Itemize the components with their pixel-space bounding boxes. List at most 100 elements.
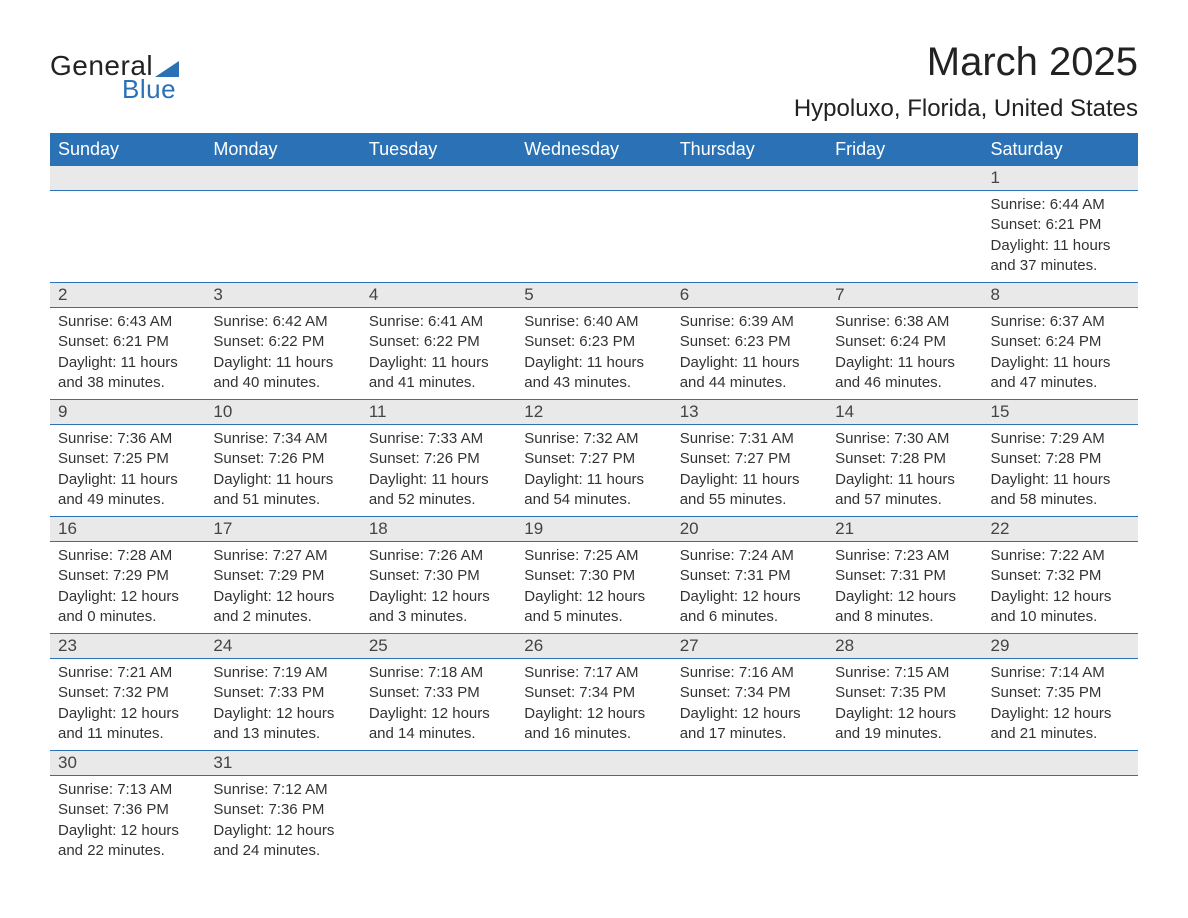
day-detail-cell: Sunrise: 7:15 AMSunset: 7:35 PMDaylight:… — [827, 659, 982, 751]
day-number-cell: 23 — [50, 634, 205, 659]
sunset-text: Sunset: 7:33 PM — [213, 683, 352, 703]
day-number-row: 1 — [50, 166, 1138, 191]
day-detail-cell: Sunrise: 7:33 AMSunset: 7:26 PMDaylight:… — [361, 425, 516, 517]
day-detail-cell: Sunrise: 6:38 AMSunset: 6:24 PMDaylight:… — [827, 308, 982, 400]
sunset-text: Sunset: 7:30 PM — [524, 566, 663, 586]
sunset-text: Sunset: 7:26 PM — [213, 449, 352, 469]
day-number-cell — [672, 166, 827, 191]
sunrise-text: Sunrise: 7:22 AM — [991, 546, 1130, 566]
day-detail-cell: Sunrise: 7:22 AMSunset: 7:32 PMDaylight:… — [983, 542, 1138, 634]
daylight-text-2: and 24 minutes. — [213, 841, 352, 861]
day-number-cell: 10 — [205, 400, 360, 425]
day-detail-cell: Sunrise: 7:12 AMSunset: 7:36 PMDaylight:… — [205, 776, 360, 868]
sunset-text: Sunset: 7:33 PM — [369, 683, 508, 703]
daylight-text-1: Daylight: 11 hours — [835, 470, 974, 490]
weekday-header: Sunday — [50, 133, 205, 166]
day-detail-cell: Sunrise: 7:32 AMSunset: 7:27 PMDaylight:… — [516, 425, 671, 517]
sunrise-text: Sunrise: 7:30 AM — [835, 429, 974, 449]
sunset-text: Sunset: 7:28 PM — [991, 449, 1130, 469]
day-detail-cell — [361, 776, 516, 868]
day-detail-row: Sunrise: 7:36 AMSunset: 7:25 PMDaylight:… — [50, 425, 1138, 517]
day-number-cell: 1 — [983, 166, 1138, 191]
daylight-text-2: and 58 minutes. — [991, 490, 1130, 510]
daylight-text-1: Daylight: 12 hours — [369, 704, 508, 724]
location-subtitle: Hypoluxo, Florida, United States — [794, 95, 1138, 123]
sunset-text: Sunset: 7:31 PM — [835, 566, 974, 586]
sunrise-text: Sunrise: 6:39 AM — [680, 312, 819, 332]
sunrise-text: Sunrise: 7:18 AM — [369, 663, 508, 683]
sunset-text: Sunset: 6:22 PM — [213, 332, 352, 352]
daylight-text-1: Daylight: 11 hours — [58, 353, 197, 373]
day-number-cell: 5 — [516, 283, 671, 308]
day-number-cell — [205, 166, 360, 191]
daylight-text-2: and 0 minutes. — [58, 607, 197, 627]
day-detail-row: Sunrise: 7:13 AMSunset: 7:36 PMDaylight:… — [50, 776, 1138, 868]
daylight-text-2: and 47 minutes. — [991, 373, 1130, 393]
day-number-cell: 3 — [205, 283, 360, 308]
day-number-cell: 15 — [983, 400, 1138, 425]
sunset-text: Sunset: 7:29 PM — [213, 566, 352, 586]
daylight-text-1: Daylight: 11 hours — [680, 353, 819, 373]
daylight-text-1: Daylight: 12 hours — [991, 704, 1130, 724]
daylight-text-2: and 3 minutes. — [369, 607, 508, 627]
sunset-text: Sunset: 7:36 PM — [58, 800, 197, 820]
day-detail-cell: Sunrise: 6:43 AMSunset: 6:21 PMDaylight:… — [50, 308, 205, 400]
day-detail-cell: Sunrise: 7:26 AMSunset: 7:30 PMDaylight:… — [361, 542, 516, 634]
sunrise-text: Sunrise: 7:14 AM — [991, 663, 1130, 683]
sunrise-text: Sunrise: 7:28 AM — [58, 546, 197, 566]
sunset-text: Sunset: 7:34 PM — [524, 683, 663, 703]
sunrise-text: Sunrise: 7:13 AM — [58, 780, 197, 800]
day-detail-cell: Sunrise: 6:44 AMSunset: 6:21 PMDaylight:… — [983, 191, 1138, 283]
sunset-text: Sunset: 7:32 PM — [58, 683, 197, 703]
day-number-cell: 2 — [50, 283, 205, 308]
daylight-text-2: and 21 minutes. — [991, 724, 1130, 744]
day-detail-cell: Sunrise: 6:41 AMSunset: 6:22 PMDaylight:… — [361, 308, 516, 400]
sunset-text: Sunset: 7:36 PM — [213, 800, 352, 820]
sunrise-text: Sunrise: 6:42 AM — [213, 312, 352, 332]
sunset-text: Sunset: 6:21 PM — [58, 332, 197, 352]
weekday-header: Thursday — [672, 133, 827, 166]
day-detail-cell — [361, 191, 516, 283]
day-detail-cell: Sunrise: 7:14 AMSunset: 7:35 PMDaylight:… — [983, 659, 1138, 751]
day-number-cell: 19 — [516, 517, 671, 542]
brand-logo: General Blue — [50, 50, 179, 105]
daylight-text-2: and 13 minutes. — [213, 724, 352, 744]
sunrise-text: Sunrise: 6:40 AM — [524, 312, 663, 332]
day-detail-cell: Sunrise: 7:31 AMSunset: 7:27 PMDaylight:… — [672, 425, 827, 517]
day-detail-cell — [50, 191, 205, 283]
daylight-text-1: Daylight: 12 hours — [58, 587, 197, 607]
day-detail-cell: Sunrise: 7:30 AMSunset: 7:28 PMDaylight:… — [827, 425, 982, 517]
daylight-text-1: Daylight: 11 hours — [991, 236, 1130, 256]
daylight-text-2: and 41 minutes. — [369, 373, 508, 393]
day-number-cell — [983, 751, 1138, 776]
sunset-text: Sunset: 6:23 PM — [524, 332, 663, 352]
daylight-text-2: and 11 minutes. — [58, 724, 197, 744]
sunrise-text: Sunrise: 7:19 AM — [213, 663, 352, 683]
day-number-cell: 28 — [827, 634, 982, 659]
daylight-text-1: Daylight: 11 hours — [524, 470, 663, 490]
daylight-text-2: and 6 minutes. — [680, 607, 819, 627]
day-number-row: 3031 — [50, 751, 1138, 776]
day-number-cell: 31 — [205, 751, 360, 776]
sunset-text: Sunset: 7:32 PM — [991, 566, 1130, 586]
day-detail-cell: Sunrise: 6:42 AMSunset: 6:22 PMDaylight:… — [205, 308, 360, 400]
daylight-text-2: and 51 minutes. — [213, 490, 352, 510]
daylight-text-1: Daylight: 12 hours — [524, 587, 663, 607]
day-detail-cell: Sunrise: 7:23 AMSunset: 7:31 PMDaylight:… — [827, 542, 982, 634]
sunrise-text: Sunrise: 6:41 AM — [369, 312, 508, 332]
day-number-cell: 17 — [205, 517, 360, 542]
day-detail-cell: Sunrise: 7:18 AMSunset: 7:33 PMDaylight:… — [361, 659, 516, 751]
weekday-header: Saturday — [983, 133, 1138, 166]
daylight-text-2: and 17 minutes. — [680, 724, 819, 744]
day-detail-cell: Sunrise: 7:36 AMSunset: 7:25 PMDaylight:… — [50, 425, 205, 517]
day-number-cell: 9 — [50, 400, 205, 425]
day-number-cell: 18 — [361, 517, 516, 542]
sunrise-text: Sunrise: 7:31 AM — [680, 429, 819, 449]
weekday-header: Wednesday — [516, 133, 671, 166]
day-number-cell: 26 — [516, 634, 671, 659]
day-number-cell: 24 — [205, 634, 360, 659]
sunset-text: Sunset: 7:28 PM — [835, 449, 974, 469]
title-block: March 2025 Hypoluxo, Florida, United Sta… — [794, 40, 1138, 123]
brand-triangle-icon — [155, 61, 179, 77]
day-number-cell: 13 — [672, 400, 827, 425]
